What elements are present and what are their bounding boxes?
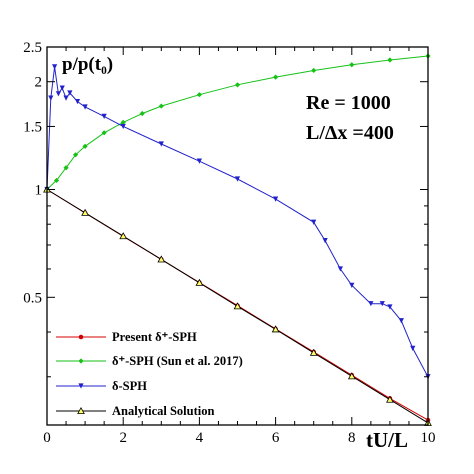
data-point-3 [386,395,394,403]
data-point-2 [52,64,58,70]
data-point-2 [63,95,69,101]
y-tick-label: 1 [35,183,43,199]
data-point-2 [379,301,385,307]
data-point-1 [349,62,355,68]
data-point-1 [158,103,164,109]
legend-label: δ-SPH [112,379,147,393]
x-tick-label: 10 [421,430,436,446]
data-point-2 [82,104,88,110]
data-point-2 [368,301,374,307]
data-point-2 [337,266,343,272]
data-point-1 [311,67,317,74]
x-tick-label: 0 [43,430,51,446]
data-point-2 [273,196,279,202]
y-tick-label: 1.5 [23,119,42,135]
data-point-2 [398,318,404,324]
legend-marker [78,334,84,340]
data-point-2 [67,90,73,96]
plot-frame [46,46,429,426]
data-point-2 [74,98,81,105]
legend-marker [77,406,85,415]
data-point-2 [55,91,62,97]
legend-label: δ⁺-SPH (Sun et al. 2017) [112,354,243,368]
legend-label: Analytical Solution [112,404,214,418]
x-tick-label: 4 [196,430,204,446]
data-point-1 [101,130,107,136]
data-point-2 [322,238,328,244]
data-point-2 [410,345,416,352]
data-point-1 [139,110,145,117]
data-point-3 [347,372,356,380]
x-tick-label: 6 [272,430,280,446]
data-point-3 [157,255,166,263]
x-tick-label: 2 [119,430,127,446]
annotation-resolution: L/Δx =400 [306,122,394,144]
legend-marker [78,358,84,364]
legend-label: Present δ⁺-SPH [112,330,197,344]
y-axis-label: p/p(t₀) [62,54,113,75]
y-tick-label: 2.5 [23,40,42,56]
data-point-2 [196,158,202,164]
data-point-3 [271,325,280,333]
data-point-1 [273,74,279,80]
data-point-1 [196,92,202,98]
data-point-1 [387,57,393,63]
data-point-2 [387,304,393,310]
data-point-2 [311,219,317,225]
data-point-1 [63,165,69,171]
data-point-2 [158,141,164,147]
data-point-3 [233,302,242,310]
y-tick-label: 2 [35,75,43,91]
y-tick-label: 0.5 [23,290,42,306]
legend: Present δ⁺-SPH δ⁺-SPH (Sun et al. 2017) δ-… [56,330,243,418]
data-point-2 [234,176,241,182]
data-point-2 [59,85,65,91]
data-point-2 [48,95,54,101]
data-point-1 [82,143,88,149]
data-point-2 [101,113,107,120]
data-point-2 [120,123,126,130]
series-line-1 [46,55,429,190]
data-point-3 [81,208,89,216]
data-point-1 [120,119,126,125]
legend-marker [78,383,84,389]
plot-area [43,53,432,426]
data-point-1 [53,177,60,184]
data-point-3 [195,278,204,286]
annotation-reynolds: Re = 1000 [306,92,391,114]
data-point-1 [234,82,241,88]
data-point-2 [349,282,355,288]
data-point-3 [309,348,318,356]
data-point-3 [119,232,128,240]
x-tick-label: 8 [348,430,356,446]
data-point-1 [72,152,79,158]
x-axis-label: tU/L [366,428,408,452]
